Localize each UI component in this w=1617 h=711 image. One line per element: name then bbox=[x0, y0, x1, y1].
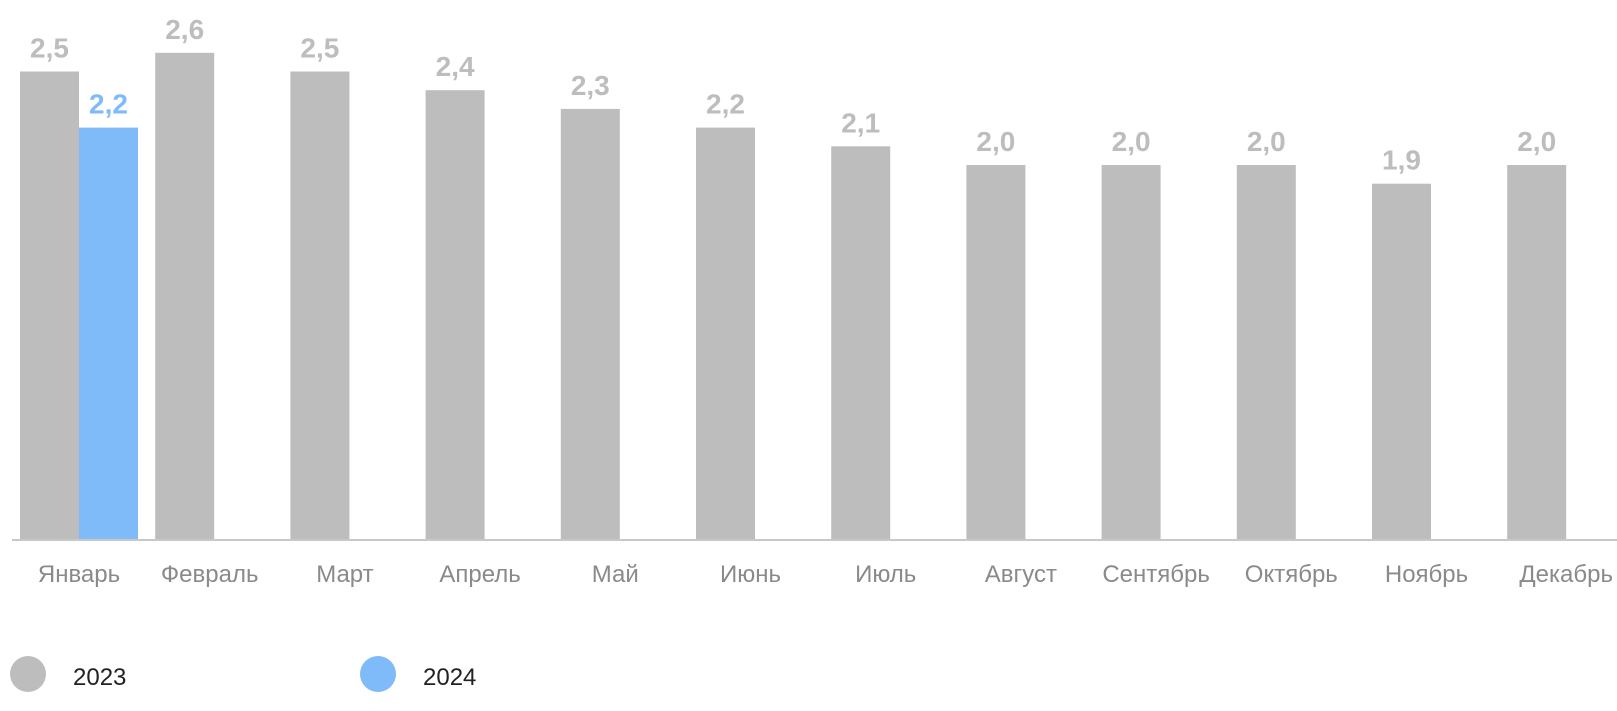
legend-swatch-2024 bbox=[360, 656, 396, 692]
value-label-2023-6: 2,2 bbox=[706, 89, 745, 120]
bar-2023-9 bbox=[1101, 165, 1161, 539]
legend-label-2024: 2024 bbox=[423, 664, 477, 691]
x-tick-label-4: Апрель bbox=[439, 561, 520, 588]
bar-2023-3 bbox=[290, 71, 350, 539]
value-label-2023-7: 2,1 bbox=[841, 107, 880, 138]
value-label-2023-4: 2,4 bbox=[436, 51, 475, 82]
bar-2023-5 bbox=[560, 108, 620, 540]
x-tick-label-8: Август bbox=[985, 561, 1057, 588]
value-label-2023-3: 2,5 bbox=[300, 33, 339, 64]
value-label-2023-9: 2,0 bbox=[1112, 126, 1151, 157]
x-tick-label-6: Июнь bbox=[720, 561, 781, 588]
x-tick-label-12: Декабрь bbox=[1519, 561, 1613, 588]
bar-2023-4 bbox=[425, 90, 485, 539]
bar-2023-12 bbox=[1507, 165, 1567, 539]
value-label-2024-1: 2,2 bbox=[89, 89, 128, 120]
x-tick-label-1: Январь bbox=[38, 561, 120, 588]
bar-2024-1 bbox=[79, 127, 138, 539]
x-tick-label-3: Март bbox=[316, 561, 373, 588]
value-label-2023-8: 2,0 bbox=[976, 126, 1015, 157]
bars-group bbox=[20, 52, 1567, 540]
bar-2023-1 bbox=[20, 71, 79, 539]
bar-2023-8 bbox=[966, 165, 1026, 539]
value-label-2023-11: 1,9 bbox=[1382, 145, 1421, 176]
x-tick-label-9: Сентябрь bbox=[1102, 561, 1210, 588]
legend-label-2023: 2023 bbox=[73, 664, 127, 691]
x-tick-label-7: Июль bbox=[855, 561, 916, 588]
bar-2023-11 bbox=[1372, 183, 1431, 539]
value-label-2023-12: 2,0 bbox=[1517, 126, 1556, 157]
x-tick-label-2: Февраль bbox=[161, 561, 259, 588]
legend-item-2023: 2023 bbox=[10, 656, 126, 692]
bar-2023-6 bbox=[696, 127, 755, 539]
legend-item-2024: 2024 bbox=[360, 656, 476, 692]
bar-2023-7 bbox=[831, 146, 891, 540]
value-label-2023-1: 2,5 bbox=[30, 33, 69, 64]
x-tick-labels-group: Январь Февраль Март Апрель Май Июнь Июль Август… bbox=[38, 561, 1613, 588]
value-label-2023-2: 2,6 bbox=[165, 14, 204, 45]
x-tick-label-5: Май bbox=[592, 561, 639, 588]
legend-swatch-2023 bbox=[10, 656, 46, 692]
bar-2023-2 bbox=[155, 52, 215, 540]
value-label-2023-5: 2,3 bbox=[571, 70, 610, 101]
x-tick-label-11: Ноябрь bbox=[1385, 561, 1468, 588]
x-tick-label-10: Октябрь bbox=[1245, 561, 1338, 588]
bar-2023-10 bbox=[1236, 165, 1296, 539]
value-labels-group: 2,5 2,2 2,6 2,5 2,4 2,3 2,2 2,1 2,0 2,0 2,0 1,9 2,0 bbox=[30, 14, 1556, 176]
value-label-2023-10: 2,0 bbox=[1247, 126, 1286, 157]
